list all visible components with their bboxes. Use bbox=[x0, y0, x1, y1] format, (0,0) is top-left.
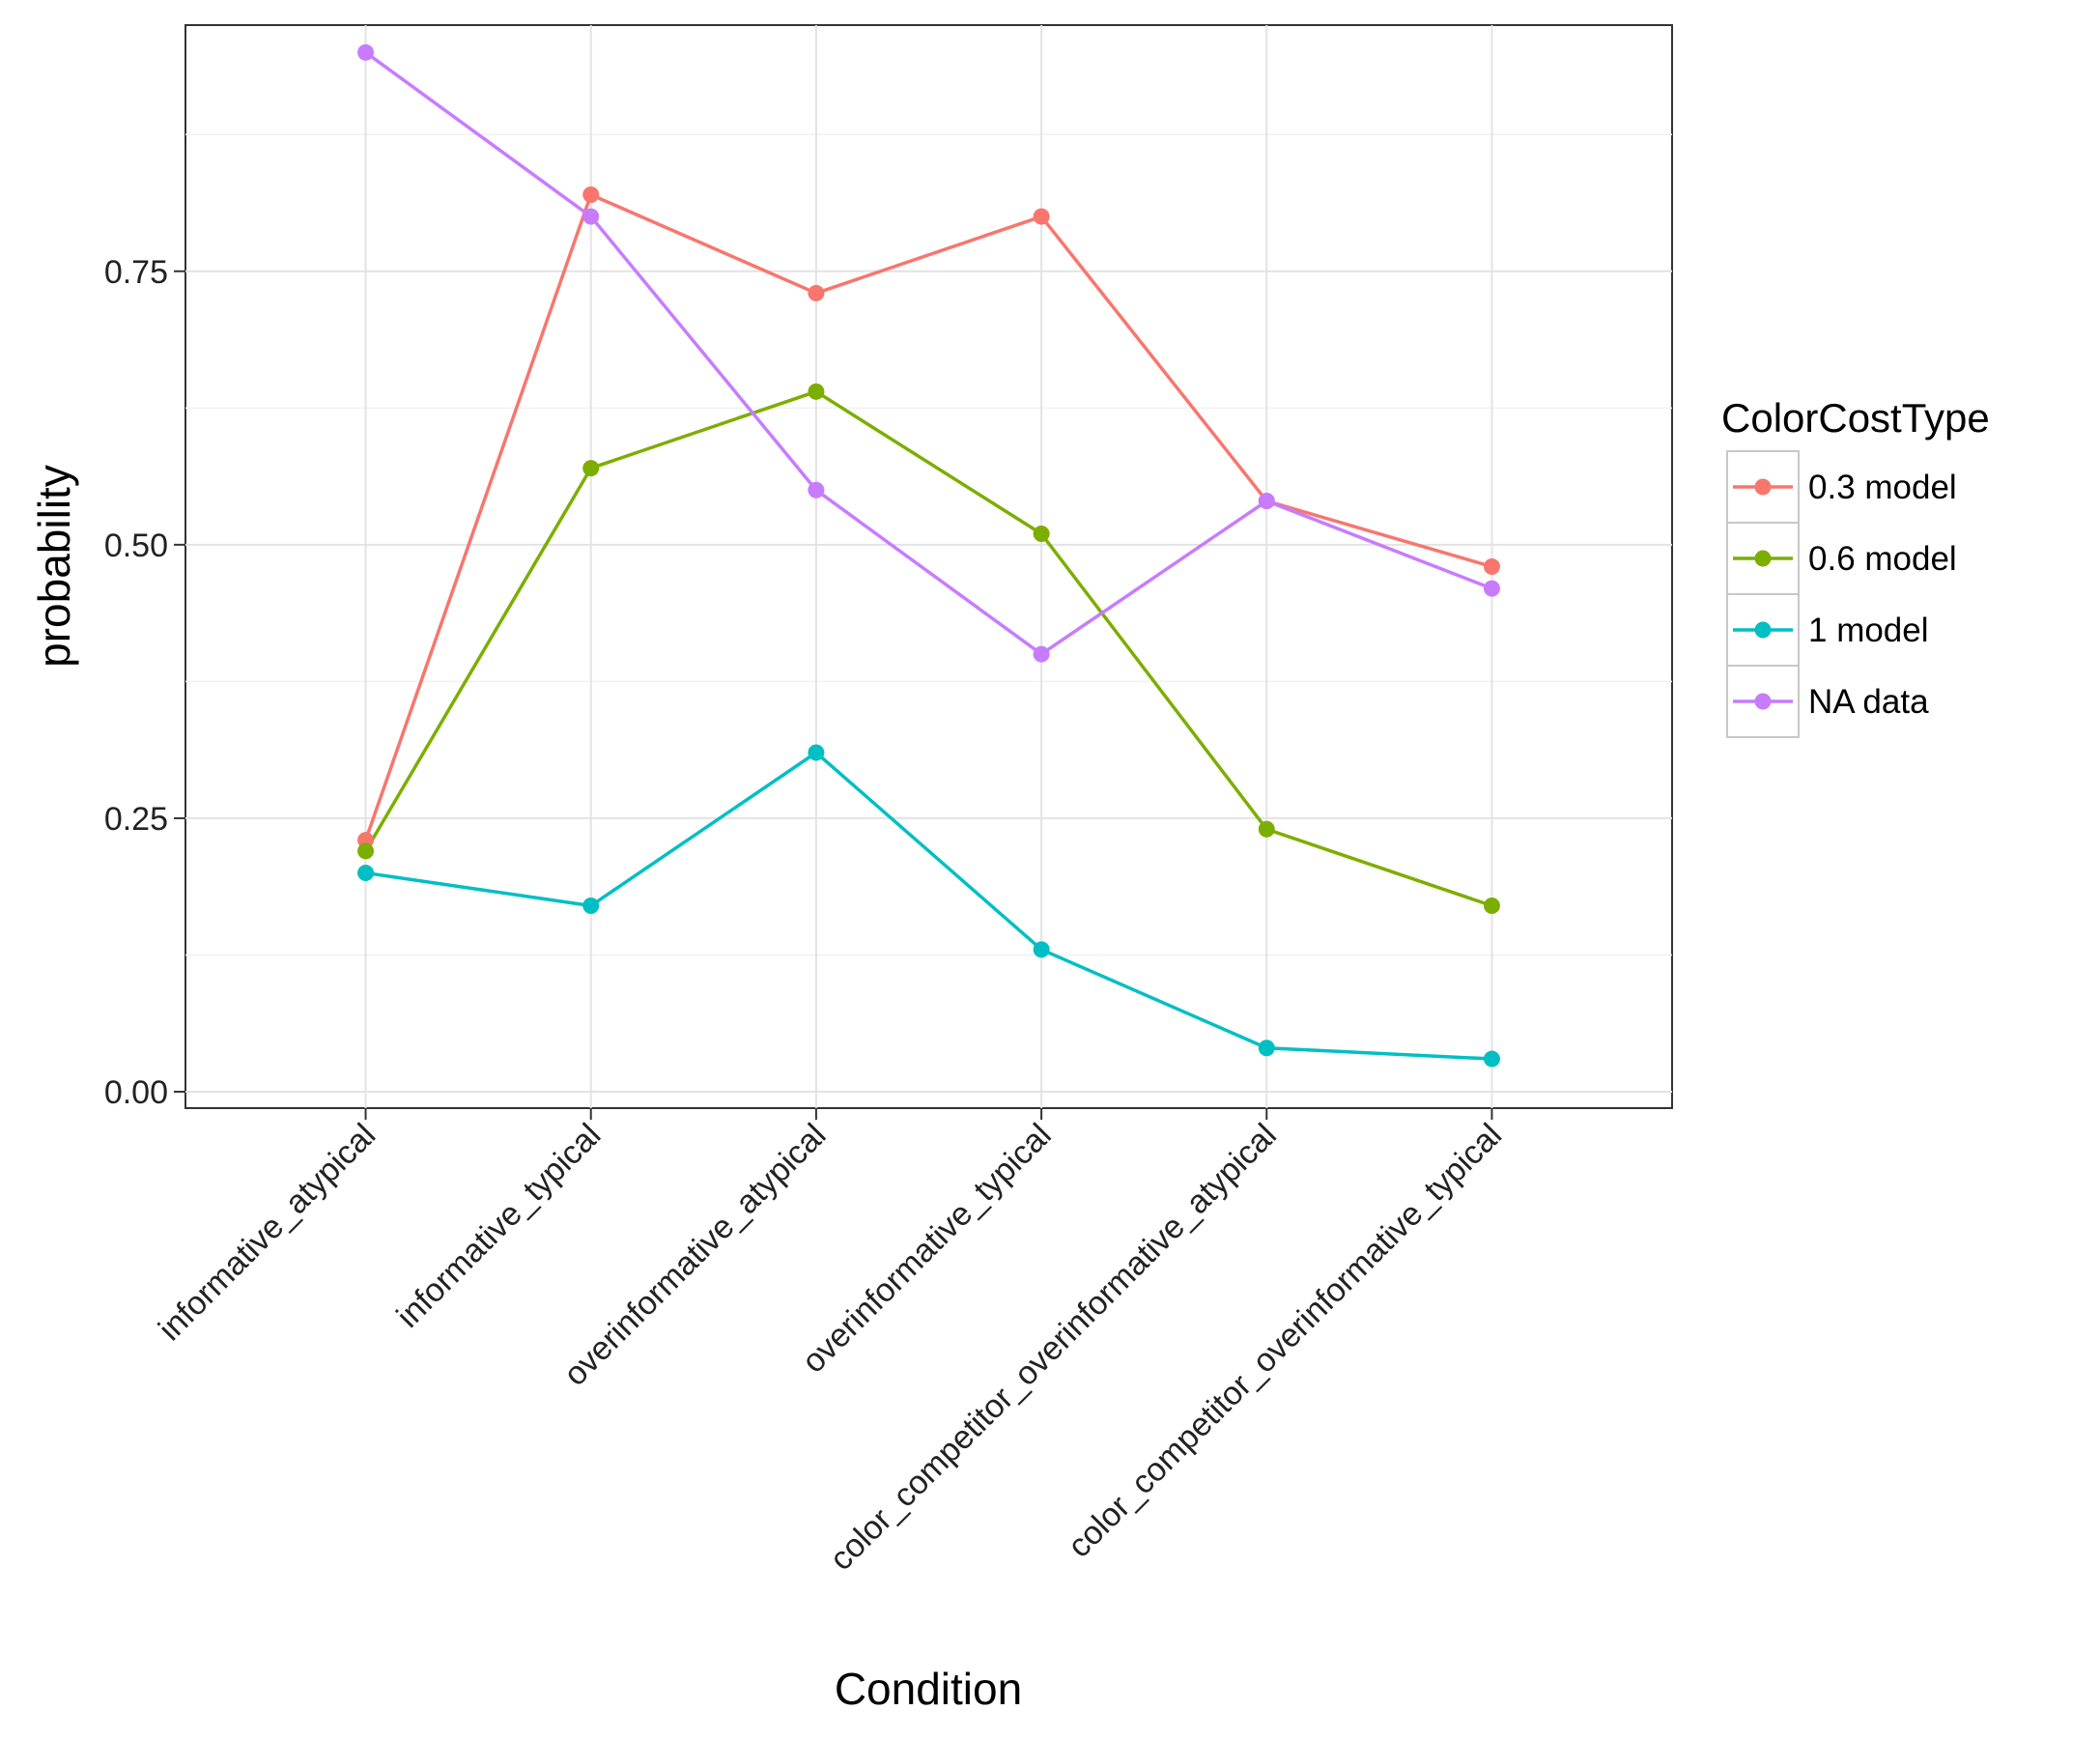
legend-label: NA data bbox=[1808, 683, 1929, 721]
x-tick-label: informative_typical bbox=[389, 1117, 608, 1335]
data-point bbox=[808, 481, 825, 499]
series-line bbox=[364, 50, 1493, 656]
data-point bbox=[808, 383, 825, 400]
series-points bbox=[357, 43, 1500, 1068]
data-point bbox=[1033, 526, 1050, 543]
series-line bbox=[364, 389, 1493, 908]
y-tick-label: 0.50 bbox=[104, 527, 168, 564]
legend-key-point bbox=[1754, 478, 1772, 496]
y-axis: 0.00 0.25 0.50 0.75 bbox=[104, 254, 185, 1111]
data-point bbox=[582, 898, 600, 915]
data-point bbox=[1483, 558, 1500, 575]
data-point bbox=[808, 284, 825, 301]
data-point bbox=[1033, 941, 1050, 958]
legend-key-point bbox=[1754, 550, 1772, 567]
data-point bbox=[1483, 898, 1500, 915]
data-point bbox=[582, 208, 600, 225]
plot-panel bbox=[184, 24, 1673, 1109]
x-axis-title: Condition bbox=[835, 1664, 1022, 1714]
x-axis: informative_atypical informative_typicalo… bbox=[152, 1108, 1509, 1578]
y-tick-label: 0.75 bbox=[104, 254, 168, 291]
legend: ColorCostType 0.3 model 0.6 model 1 model N… bbox=[1721, 395, 1990, 738]
data-point bbox=[1483, 1050, 1500, 1068]
y-tick-label: 0.25 bbox=[104, 801, 168, 838]
y-axis-title: probability bbox=[29, 465, 79, 668]
legend-key-point bbox=[1754, 621, 1772, 639]
y-tick-label: 0.00 bbox=[104, 1074, 168, 1111]
data-point bbox=[1258, 493, 1275, 510]
legend-title: ColorCostType bbox=[1721, 395, 1990, 441]
series-line bbox=[365, 751, 1492, 1061]
x-tick-label: color_competitor_overinformative_typical bbox=[1061, 1117, 1509, 1565]
data-point bbox=[582, 460, 600, 477]
series-line bbox=[363, 192, 1492, 841]
data-point bbox=[1483, 580, 1500, 597]
x-tick-label: overinformative_atypical bbox=[556, 1117, 833, 1393]
series-lines bbox=[363, 50, 1493, 1061]
data-point bbox=[1033, 645, 1050, 663]
legend-label: 0.3 model bbox=[1808, 469, 1957, 506]
x-tick-label: informative_atypical bbox=[152, 1117, 383, 1348]
x-tick-label: color_competitor_overinformative_atypica… bbox=[823, 1117, 1284, 1578]
data-point bbox=[357, 865, 375, 882]
data-point bbox=[1033, 208, 1050, 225]
data-point bbox=[1258, 820, 1275, 838]
minor-gridlines bbox=[185, 133, 1672, 956]
data-point bbox=[1258, 1040, 1275, 1057]
data-point bbox=[357, 842, 375, 860]
data-point bbox=[808, 744, 825, 761]
data-point bbox=[357, 43, 375, 61]
legend-key-point bbox=[1754, 693, 1772, 710]
legend-label: 1 model bbox=[1808, 612, 1929, 649]
legend-label: 0.6 model bbox=[1808, 540, 1957, 578]
data-point bbox=[582, 186, 600, 204]
x-tick-label: overinformative_typical bbox=[795, 1117, 1059, 1381]
